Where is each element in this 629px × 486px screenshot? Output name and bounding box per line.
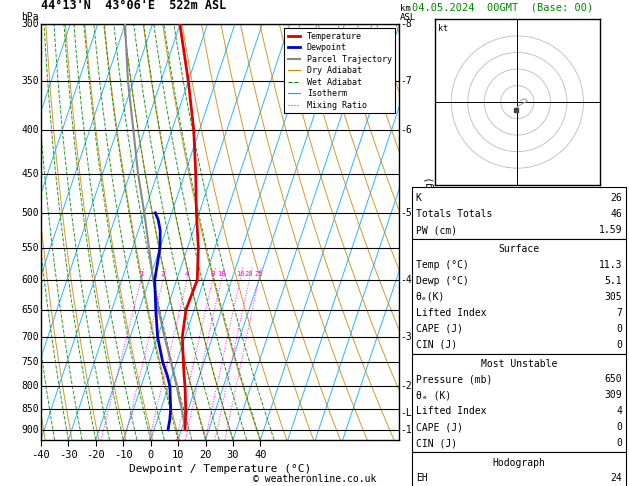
Text: 350: 350	[21, 76, 39, 86]
Text: -8: -8	[400, 19, 412, 29]
Text: CAPE (J): CAPE (J)	[416, 422, 463, 433]
Text: Temp (°C): Temp (°C)	[416, 260, 469, 270]
Text: 700: 700	[21, 332, 39, 342]
Text: © weatheronline.co.uk: © weatheronline.co.uk	[253, 473, 376, 484]
Text: 25: 25	[254, 271, 263, 277]
Text: CIN (J): CIN (J)	[416, 340, 457, 350]
Text: Mixing Ratio (g/kg): Mixing Ratio (g/kg)	[425, 176, 435, 288]
Text: 16: 16	[236, 271, 244, 277]
Text: 1.59: 1.59	[599, 225, 622, 235]
Text: -LCL: -LCL	[400, 408, 424, 418]
Text: 600: 600	[21, 275, 39, 285]
Text: 8: 8	[210, 271, 214, 277]
Text: 4: 4	[185, 271, 189, 277]
Text: 550: 550	[21, 243, 39, 253]
Text: 0: 0	[616, 422, 622, 433]
Text: θₑ(K): θₑ(K)	[416, 292, 445, 302]
Text: 46: 46	[610, 209, 622, 219]
Text: 4: 4	[616, 406, 622, 417]
Text: -2: -2	[400, 381, 412, 391]
Text: Hodograph: Hodograph	[493, 458, 545, 468]
Text: Totals Totals: Totals Totals	[416, 209, 492, 219]
Text: -1: -1	[400, 425, 412, 434]
Text: 850: 850	[21, 404, 39, 414]
Text: Surface: Surface	[498, 244, 540, 254]
Text: K: K	[416, 193, 421, 203]
Text: 500: 500	[21, 208, 39, 218]
Text: 0: 0	[616, 438, 622, 449]
Text: Lifted Index: Lifted Index	[416, 308, 486, 318]
Text: θₑ (K): θₑ (K)	[416, 390, 451, 400]
Text: 7: 7	[616, 308, 622, 318]
Text: 900: 900	[21, 425, 39, 434]
Text: Pressure (mb): Pressure (mb)	[416, 374, 492, 384]
Text: Most Unstable: Most Unstable	[481, 359, 557, 369]
Text: 650: 650	[21, 305, 39, 314]
Text: Dewp (°C): Dewp (°C)	[416, 276, 469, 286]
Text: -4: -4	[400, 275, 412, 285]
Text: 26: 26	[610, 193, 622, 203]
Legend: Temperature, Dewpoint, Parcel Trajectory, Dry Adiabat, Wet Adiabat, Isotherm, Mi: Temperature, Dewpoint, Parcel Trajectory…	[284, 29, 395, 113]
Text: 44°13'N  43°06'E  522m ASL: 44°13'N 43°06'E 522m ASL	[41, 0, 226, 12]
Text: EH: EH	[416, 473, 428, 483]
Text: 20: 20	[245, 271, 253, 277]
Text: 309: 309	[604, 390, 622, 400]
Text: 305: 305	[604, 292, 622, 302]
Text: 10: 10	[217, 271, 225, 277]
Text: 450: 450	[21, 169, 39, 179]
Text: 04.05.2024  00GMT  (Base: 00): 04.05.2024 00GMT (Base: 00)	[412, 2, 593, 12]
Text: kt: kt	[438, 24, 448, 33]
Text: km
ASL: km ASL	[400, 3, 416, 22]
Text: -6: -6	[400, 125, 412, 136]
Text: 11.3: 11.3	[599, 260, 622, 270]
Text: CIN (J): CIN (J)	[416, 438, 457, 449]
Text: hPa: hPa	[21, 12, 39, 22]
Text: 750: 750	[21, 357, 39, 367]
Text: PW (cm): PW (cm)	[416, 225, 457, 235]
X-axis label: Dewpoint / Temperature (°C): Dewpoint / Temperature (°C)	[129, 465, 311, 474]
Text: 400: 400	[21, 125, 39, 136]
Text: 0: 0	[616, 340, 622, 350]
Text: 5.1: 5.1	[604, 276, 622, 286]
Text: 800: 800	[21, 381, 39, 391]
Text: -3: -3	[400, 332, 412, 342]
Text: 1: 1	[139, 271, 143, 277]
Text: Lifted Index: Lifted Index	[416, 406, 486, 417]
Text: CAPE (J): CAPE (J)	[416, 324, 463, 334]
Text: 0: 0	[616, 324, 622, 334]
Text: 650: 650	[604, 374, 622, 384]
Text: 300: 300	[21, 19, 39, 29]
Text: 2: 2	[161, 271, 165, 277]
Text: -7: -7	[400, 76, 412, 86]
Text: -5: -5	[400, 208, 412, 218]
Text: 24: 24	[610, 473, 622, 483]
